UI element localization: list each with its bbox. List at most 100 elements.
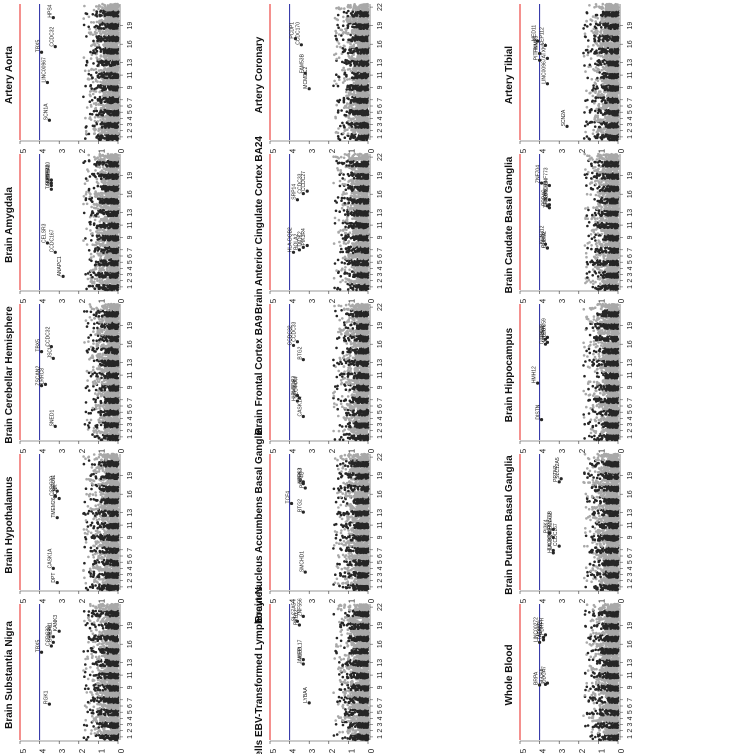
gene-label: CCDC32 [49,26,55,46]
snp-point [364,113,367,116]
chr-tick-label: 3 [627,122,634,126]
snp-point [103,82,107,86]
snp-point [82,95,85,99]
snp-point [107,58,110,61]
snp-point [93,51,97,55]
snp-point [607,123,611,126]
snp-point [94,101,98,105]
snp-point [99,122,102,126]
snp-point [351,99,355,102]
snp-point [95,122,99,126]
snp-point [335,82,338,86]
snp-point [94,24,98,28]
y-tick-label: 0 [617,148,626,153]
snp-point [350,84,353,87]
snp-point [114,110,117,114]
snp-point [90,44,93,48]
snp-point [596,114,600,117]
snp-point [101,94,105,98]
snp-point [116,58,120,61]
snp-point [349,101,353,104]
snp-point [352,107,355,110]
snp-point [347,122,351,126]
snp-point [355,67,359,71]
snp-point [599,111,603,114]
snp-point [96,64,99,68]
snp-point [343,129,347,132]
snp-point [105,107,109,110]
snp-point [92,109,96,113]
snp-point [350,55,354,58]
snp-point [100,113,103,117]
snp-point [108,72,112,76]
gene-label: CCDC170 [295,22,301,45]
snp-point [339,124,342,128]
snp-point [341,38,345,41]
snp-point [335,73,338,76]
snp-point [360,117,364,121]
snp-point [353,20,356,24]
snp-point [337,56,341,59]
chr-tick-label: 9 [627,85,634,89]
gene-label: LINC00967 [41,57,47,83]
snp-point [348,86,352,90]
snp-point [114,102,118,106]
snp-point [83,69,87,73]
snp-point [597,104,600,107]
snp-point [108,31,111,35]
snp-point [355,28,359,32]
snp-point [366,63,370,67]
snp-point [106,36,109,40]
snp-point [98,46,101,49]
snp-point [584,99,587,102]
snp-point [347,91,351,94]
snp-point [351,117,355,121]
snp-point [98,61,101,64]
snp-point [336,18,340,22]
y-tick-label: 3 [58,148,67,153]
chr-tick-label: 9 [127,85,134,89]
snp-point [106,82,110,86]
snp-point [356,37,359,40]
snp-point [352,5,356,8]
snp-point [608,115,612,119]
snp-point [355,111,359,114]
snp-point [334,115,337,119]
snp-point [104,25,108,29]
y-tick-label: 0 [117,148,126,153]
snp-point [590,108,593,111]
snp-point [605,110,609,114]
snp-point [336,84,340,88]
snp-point [366,14,369,18]
snp-point [355,76,359,79]
snp-point [90,67,93,71]
snp-point [101,125,104,128]
snp-point [361,5,364,8]
snp-point [103,43,107,47]
snp-point [342,99,346,102]
snp-point [114,128,118,132]
snp-point [364,30,368,33]
snp-point [357,97,361,101]
snp-point [116,31,119,35]
snp-point [116,130,119,134]
snp-point [347,54,351,58]
snp-point [99,101,103,104]
snp-point [332,84,335,88]
snp-point [104,104,107,108]
snp-point [342,132,345,135]
snp-point [347,31,350,35]
snp-point [90,113,94,116]
snp-point [612,123,616,126]
snp-point [110,135,113,139]
snp-point [95,14,99,18]
snp-point [337,100,341,104]
snp-point [95,35,98,38]
snp-point [89,84,92,88]
snp-point [101,88,105,91]
snp-point [96,120,100,123]
snp-point [104,50,107,54]
snp-point [94,47,97,51]
